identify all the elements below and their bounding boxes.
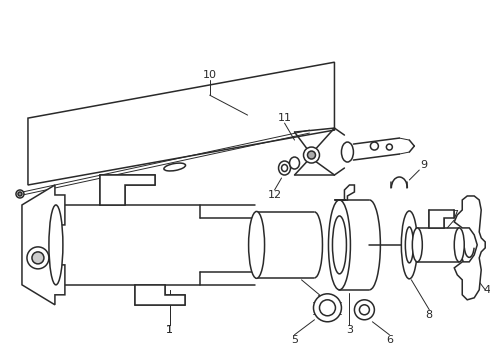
Ellipse shape — [32, 252, 44, 264]
Text: 12: 12 — [268, 190, 282, 200]
Text: 2: 2 — [316, 295, 323, 305]
Ellipse shape — [342, 142, 353, 162]
Ellipse shape — [359, 305, 369, 315]
Polygon shape — [100, 175, 155, 205]
Polygon shape — [335, 185, 354, 200]
Text: 6: 6 — [386, 335, 393, 345]
Ellipse shape — [319, 300, 336, 316]
Polygon shape — [135, 285, 185, 305]
Text: 10: 10 — [203, 70, 217, 80]
Ellipse shape — [314, 294, 342, 322]
Polygon shape — [429, 210, 454, 228]
Ellipse shape — [16, 190, 24, 198]
Ellipse shape — [401, 211, 417, 279]
Text: 1: 1 — [166, 325, 173, 335]
Ellipse shape — [164, 163, 186, 171]
Ellipse shape — [308, 151, 316, 159]
Text: 1: 1 — [166, 325, 173, 335]
Ellipse shape — [387, 144, 392, 150]
Ellipse shape — [303, 147, 319, 163]
Polygon shape — [22, 185, 65, 305]
Ellipse shape — [354, 300, 374, 320]
Ellipse shape — [278, 161, 291, 175]
Text: 9: 9 — [421, 160, 428, 170]
Ellipse shape — [328, 200, 350, 290]
Polygon shape — [454, 196, 485, 300]
Text: 7: 7 — [451, 210, 458, 220]
Text: 11: 11 — [277, 113, 292, 123]
Ellipse shape — [49, 205, 63, 285]
Text: 4: 4 — [484, 285, 490, 295]
Text: 8: 8 — [426, 310, 433, 320]
Text: 5: 5 — [291, 335, 298, 345]
Ellipse shape — [27, 247, 49, 269]
Polygon shape — [28, 62, 335, 185]
Ellipse shape — [405, 227, 414, 263]
Ellipse shape — [248, 211, 265, 278]
Text: 3: 3 — [346, 325, 353, 335]
Ellipse shape — [18, 192, 22, 196]
Ellipse shape — [454, 228, 464, 262]
Ellipse shape — [370, 142, 378, 150]
Ellipse shape — [332, 216, 346, 274]
Ellipse shape — [282, 165, 288, 171]
Ellipse shape — [412, 228, 422, 262]
Ellipse shape — [290, 157, 299, 169]
